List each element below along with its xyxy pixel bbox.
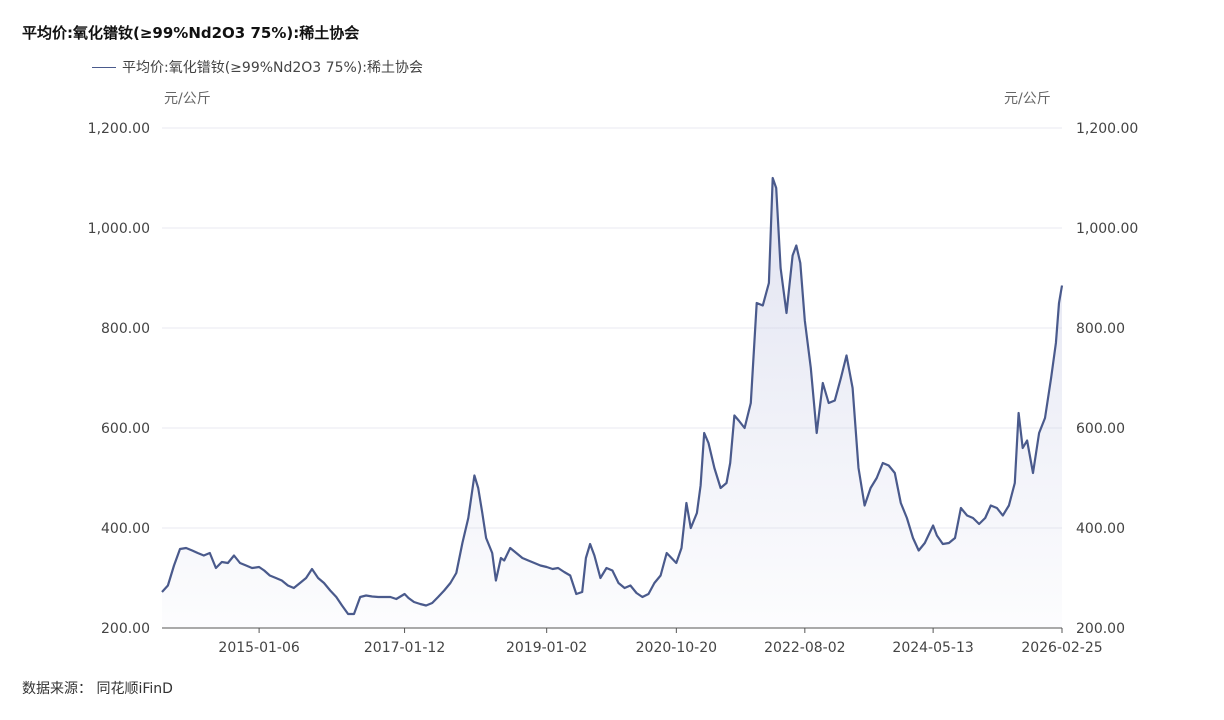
x-tick-label: 2020-10-20 — [636, 640, 717, 656]
data-source: 数据来源： 同花顺iFinD — [22, 681, 173, 697]
y-axis-right: 200.00 400.00 600.00 800.00 1,000.00 1,200.00 — [1076, 121, 1138, 637]
y-tick-label-left: 1,000.00 — [88, 221, 150, 237]
x-tick-label: 2015-01-06 — [218, 640, 299, 656]
y-tick-label-left: 400.00 — [101, 521, 150, 537]
x-tick-label: 2022-08-02 — [764, 640, 845, 656]
y-tick-label-left: 600.00 — [101, 421, 150, 437]
y-tick-label-right: 400.00 — [1076, 521, 1125, 537]
x-tick-label: 2026-02-25 — [1021, 640, 1102, 656]
y-tick-label-right: 1,200.00 — [1076, 121, 1138, 137]
x-tick-label: 2019-01-02 — [506, 640, 587, 656]
y-tick-label-right: 1,000.00 — [1076, 221, 1138, 237]
x-axis: 2015-01-06 2017-01-12 2019-01-02 2020-10-20… — [218, 628, 1103, 656]
legend-label: 平均价:氧化镨钕(≥99%Nd2O3 75%):稀土协会 — [122, 60, 423, 76]
y-axis-left: 200.00 400.00 600.00 800.00 1,000.00 1,200.00 — [88, 121, 150, 637]
x-tick-label: 2017-01-12 — [364, 640, 445, 656]
series-line[interactable] — [161, 176, 1064, 616]
legend-line-swatch — [92, 66, 116, 68]
chart-title: 平均价:氧化镨钕(≥99%Nd2O3 75%):稀土协会 — [22, 24, 360, 42]
y-tick-label-left: 800.00 — [101, 321, 150, 337]
y-tick-label-right: 800.00 — [1076, 321, 1125, 337]
legend[interactable]: 平均价:氧化镨钕(≥99%Nd2O3 75%):稀土协会 — [92, 57, 423, 77]
grid-lines — [162, 127, 1062, 529]
y-tick-label-left: 1,200.00 — [88, 121, 150, 137]
y-axis-unit-left: 元/公斤 — [164, 91, 211, 107]
series-area-fill — [162, 178, 1062, 628]
y-tick-label-right: 600.00 — [1076, 421, 1125, 437]
x-tick-label: 2024-05-13 — [892, 640, 973, 656]
y-tick-label-right: 200.00 — [1076, 621, 1125, 637]
y-axis-unit-right: 元/公斤 — [1004, 91, 1051, 107]
y-tick-label-left: 200.00 — [101, 621, 150, 637]
